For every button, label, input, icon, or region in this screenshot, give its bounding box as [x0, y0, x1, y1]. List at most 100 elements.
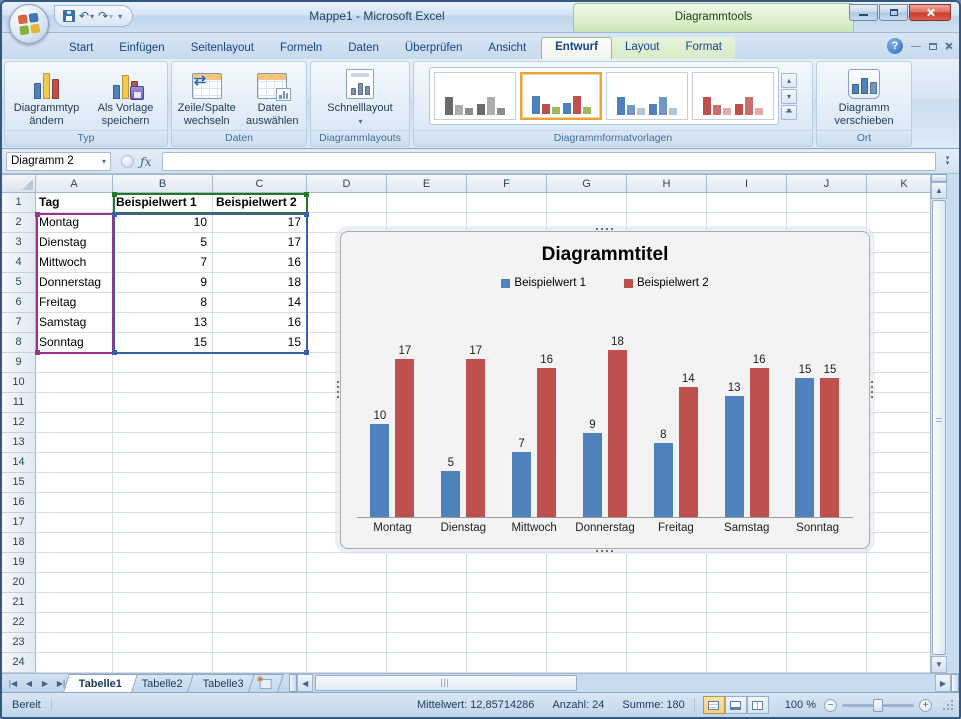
cell[interactable] — [467, 633, 547, 653]
cell[interactable] — [467, 653, 547, 673]
cell[interactable] — [213, 653, 307, 673]
cell[interactable] — [787, 193, 867, 213]
cell[interactable]: 7 — [113, 253, 213, 273]
cell[interactable] — [707, 573, 787, 593]
cell[interactable] — [213, 453, 307, 473]
move-chart-button[interactable]: Diagramm verschieben — [820, 65, 908, 128]
bar-beispielwert-1[interactable] — [582, 433, 602, 517]
row-header-8[interactable]: 8 — [2, 333, 36, 353]
cell[interactable] — [307, 653, 387, 673]
cell[interactable]: 16 — [213, 313, 307, 333]
normal-view-button[interactable] — [702, 696, 725, 714]
column-header-A[interactable]: A — [36, 174, 113, 193]
gallery-scroll-down-button[interactable]: ▾ — [781, 88, 797, 104]
chart-handle-top[interactable] — [596, 228, 613, 230]
cell[interactable] — [787, 213, 867, 233]
horizontal-scroll-thumb[interactable] — [315, 675, 578, 691]
cell[interactable] — [307, 573, 387, 593]
bar-group-Montag[interactable]: 10 17 — [370, 302, 415, 517]
resize-grip[interactable] — [942, 699, 955, 712]
column-header-D[interactable]: D — [307, 174, 387, 193]
cell[interactable] — [36, 493, 113, 513]
cell[interactable] — [707, 553, 787, 573]
bar-beispielwert-1[interactable] — [441, 470, 461, 517]
cell[interactable]: Beispielwert 2 — [213, 193, 307, 213]
cell[interactable] — [627, 193, 707, 213]
bar-group-Freitag[interactable]: 8 14 — [653, 302, 698, 517]
select-all-corner[interactable] — [2, 174, 36, 193]
vertical-scroll-thumb[interactable] — [932, 200, 946, 655]
cell[interactable]: 16 — [213, 253, 307, 273]
bar-beispielwert-1[interactable] — [370, 424, 390, 517]
cell[interactable] — [787, 633, 867, 653]
bar-beispielwert-2[interactable] — [537, 368, 557, 517]
scroll-down-button[interactable]: ▼ — [931, 656, 947, 673]
cell[interactable] — [213, 613, 307, 633]
cell[interactable] — [707, 613, 787, 633]
cell[interactable] — [36, 533, 113, 553]
cell[interactable]: Donnerstag — [36, 273, 113, 293]
save-as-template-button[interactable]: Als Vorlage speichern — [87, 65, 165, 128]
chart-handle-left[interactable] — [337, 381, 339, 398]
cell[interactable] — [113, 353, 213, 373]
bar-group-Sonntag[interactable]: 15 15 — [795, 302, 840, 517]
cell[interactable] — [213, 573, 307, 593]
fx-button[interactable]: ƒx — [140, 153, 152, 169]
cell[interactable] — [787, 593, 867, 613]
cell[interactable]: 5 — [113, 233, 213, 253]
cell[interactable] — [36, 433, 113, 453]
cell[interactable] — [787, 613, 867, 633]
zoom-thumb[interactable] — [873, 698, 883, 712]
cell[interactable] — [113, 513, 213, 533]
cell[interactable]: Beispielwert 1 — [113, 193, 213, 213]
cell[interactable] — [547, 193, 627, 213]
cell[interactable] — [707, 593, 787, 613]
cell[interactable] — [213, 413, 307, 433]
switch-row-column-button[interactable]: ⇄ Zeile/Spalte wechseln — [174, 65, 240, 128]
next-sheet-button[interactable]: ▶ — [41, 678, 49, 688]
cell[interactable] — [36, 393, 113, 413]
bar-beispielwert-2[interactable] — [678, 386, 698, 517]
zoom-in-button[interactable]: + — [919, 698, 932, 712]
bar-beispielwert-2[interactable] — [607, 349, 627, 517]
cell[interactable] — [547, 613, 627, 633]
cell[interactable] — [113, 433, 213, 453]
column-header-J[interactable]: J — [787, 174, 867, 193]
column-header-H[interactable]: H — [627, 174, 707, 193]
cell[interactable] — [113, 573, 213, 593]
customize-qat-button[interactable]: ▾ — [117, 12, 122, 21]
cell[interactable] — [307, 613, 387, 633]
save-button[interactable] — [63, 10, 75, 22]
row-header-18[interactable]: 18 — [2, 533, 36, 553]
cell[interactable] — [36, 653, 113, 673]
cell[interactable] — [707, 193, 787, 213]
cell[interactable] — [547, 213, 627, 233]
cell[interactable] — [36, 633, 113, 653]
zoom-level[interactable]: 100 % — [784, 699, 816, 711]
tab-split-handle[interactable] — [289, 674, 298, 692]
insert-worksheet-button[interactable] — [248, 674, 285, 692]
cell[interactable] — [547, 593, 627, 613]
cell[interactable]: 17 — [213, 213, 307, 233]
page-layout-view-button[interactable] — [724, 696, 747, 714]
cell[interactable] — [36, 553, 113, 573]
horizontal-scroll-track[interactable] — [313, 674, 935, 692]
cell[interactable] — [707, 633, 787, 653]
cell[interactable] — [113, 533, 213, 553]
restore-button[interactable] — [879, 4, 908, 21]
cell[interactable] — [213, 373, 307, 393]
vertical-split-handle[interactable] — [931, 174, 947, 182]
cell[interactable] — [113, 653, 213, 673]
tab-formeln[interactable]: Formeln — [280, 42, 323, 54]
sheet-tab-tabelle1[interactable]: Tabelle1 — [63, 674, 139, 692]
cell[interactable]: 17 — [213, 233, 307, 253]
cell[interactable] — [213, 473, 307, 493]
row-header-11[interactable]: 11 — [2, 393, 36, 413]
cell[interactable] — [467, 553, 547, 573]
cell[interactable]: 13 — [113, 313, 213, 333]
expand-formula-bar-button[interactable]: ▾ ▾ — [945, 155, 950, 167]
cell[interactable] — [213, 393, 307, 413]
cell[interactable] — [36, 613, 113, 633]
workbook-close-button[interactable] — [945, 42, 953, 50]
cell[interactable] — [787, 573, 867, 593]
